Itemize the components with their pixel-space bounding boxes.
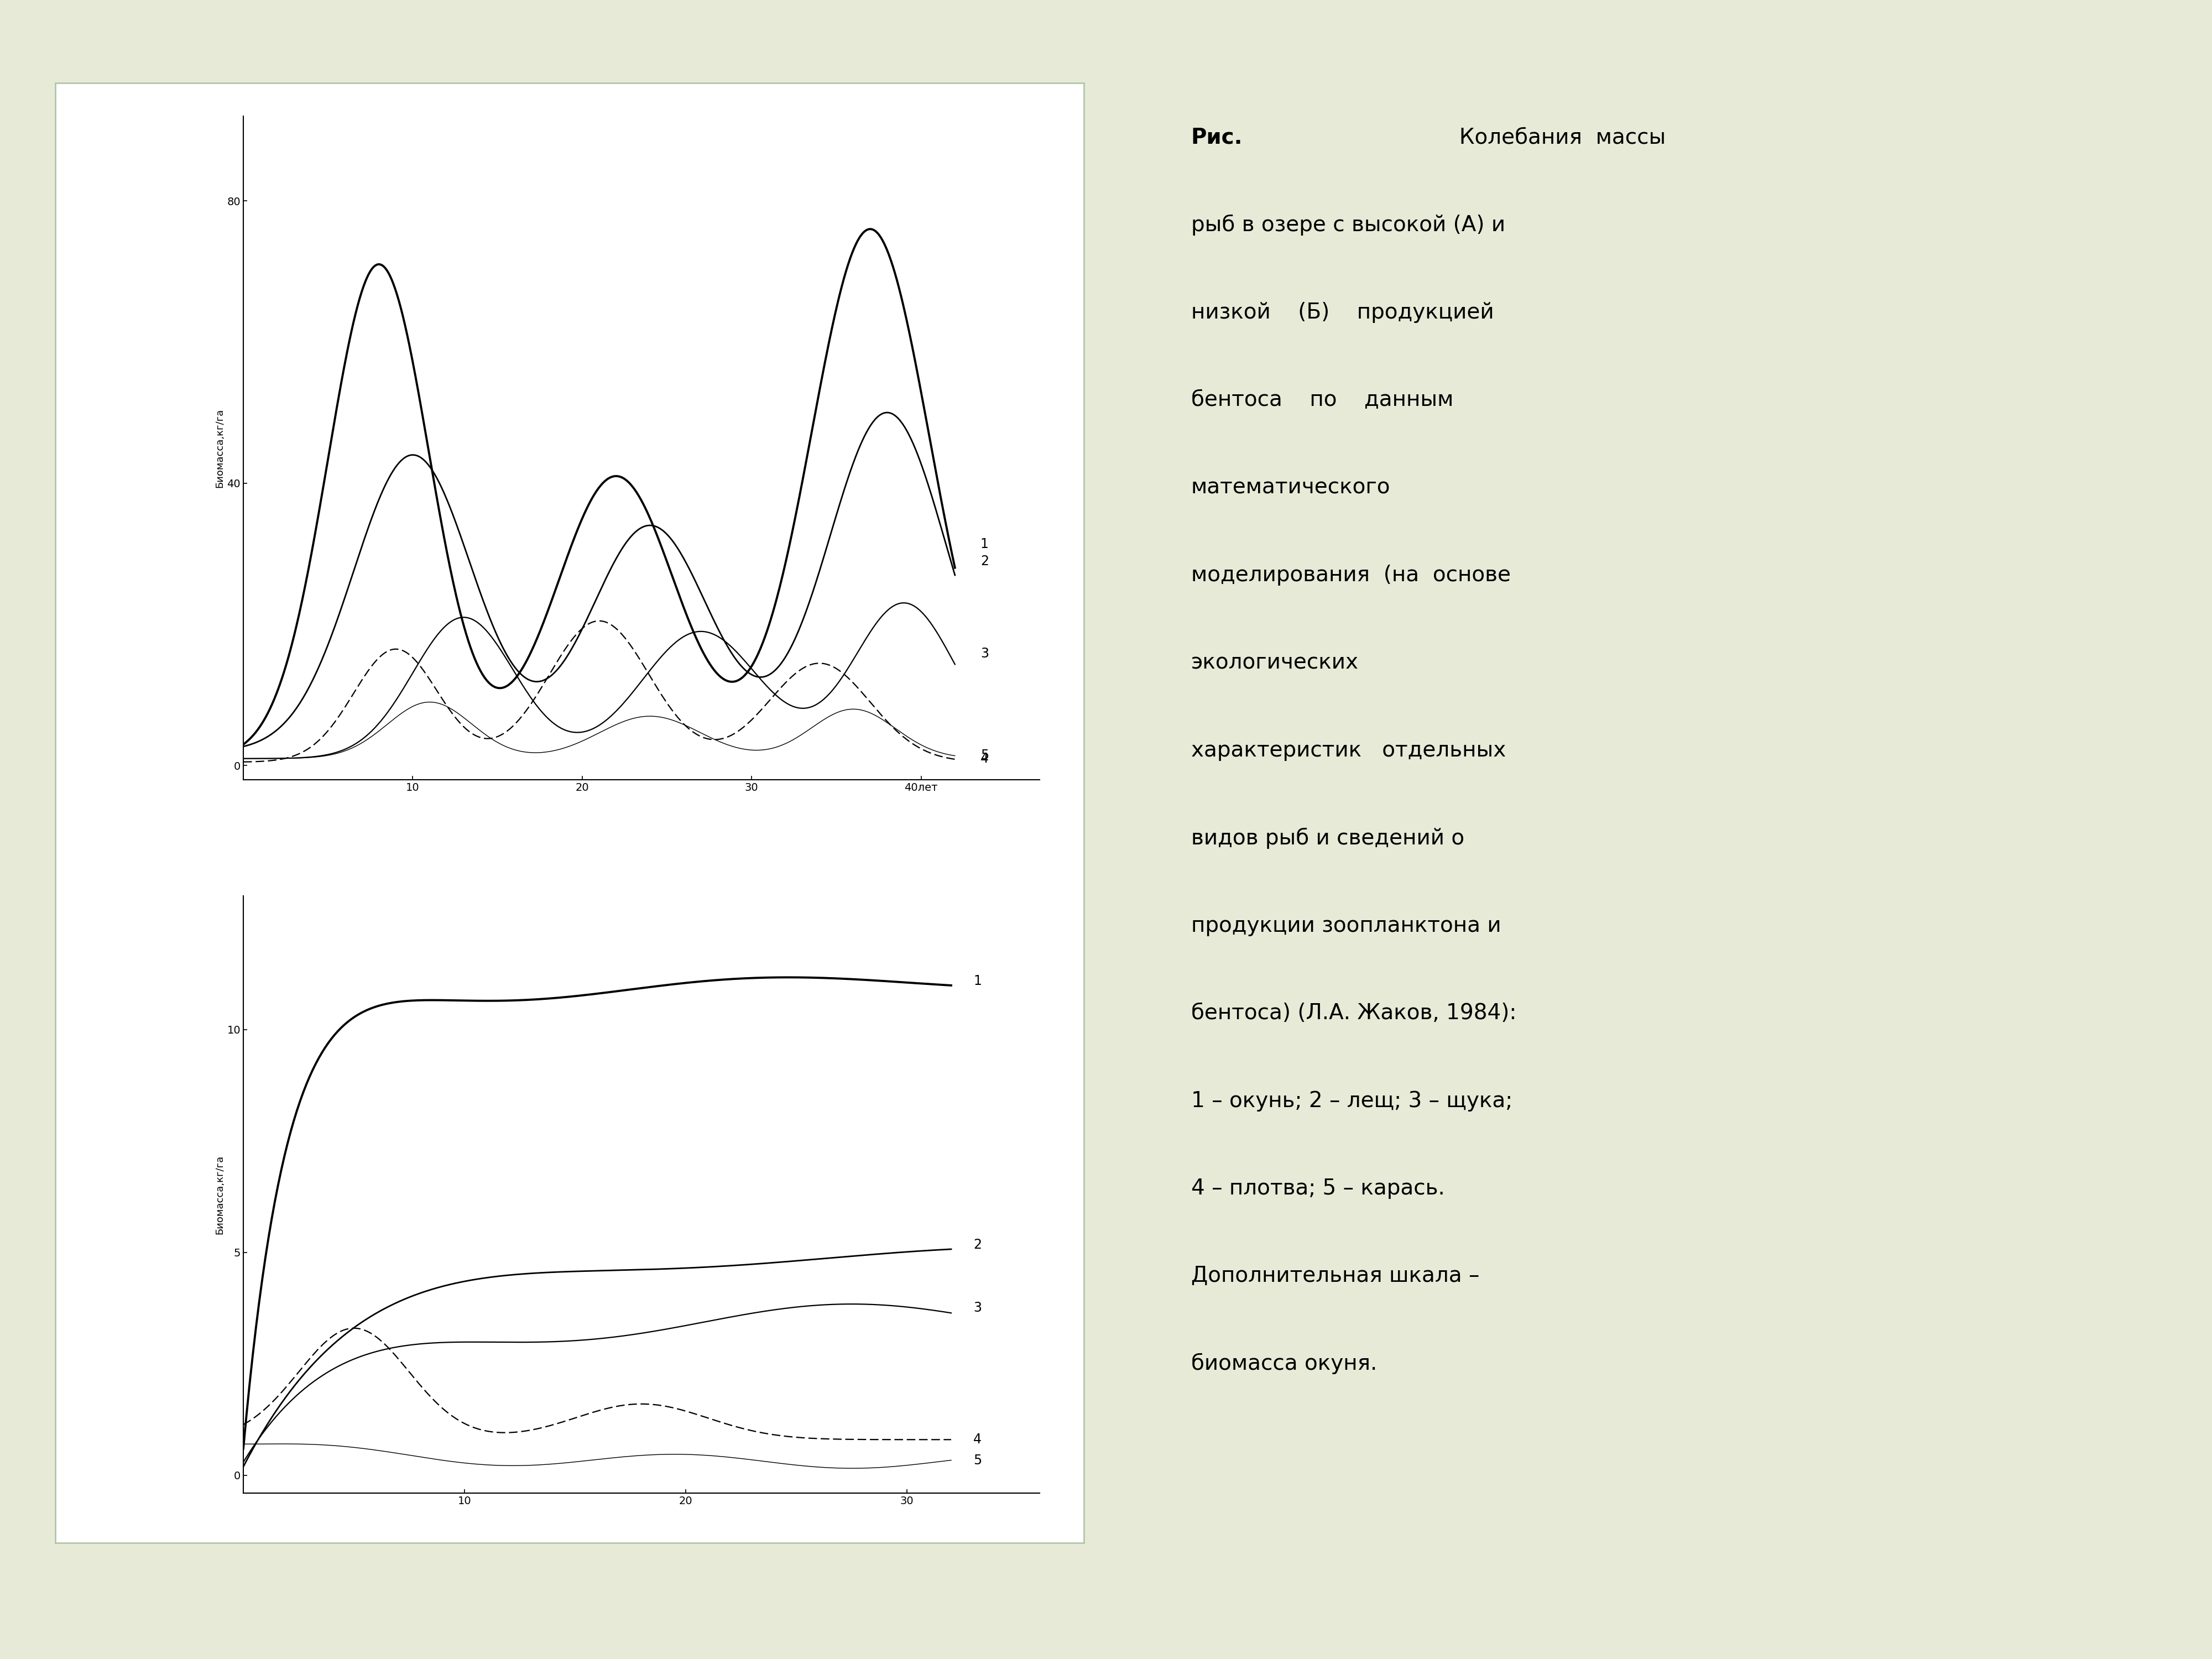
Text: 4 – плотва; 5 – карась.: 4 – плотва; 5 – карась. xyxy=(1190,1178,1444,1199)
Y-axis label: Биомасса,кг/га: Биомасса,кг/га xyxy=(215,1155,226,1234)
Text: 4: 4 xyxy=(980,752,989,765)
Text: Колебания  массы: Колебания массы xyxy=(1447,126,1666,148)
Text: экологических: экологических xyxy=(1190,652,1358,674)
Text: характеристик   отдельных: характеристик отдельных xyxy=(1190,740,1506,761)
Y-axis label: Биомасса,кг/га: Биомасса,кг/га xyxy=(215,408,226,488)
Text: 4: 4 xyxy=(973,1433,982,1447)
Text: видов рыб и сведений о: видов рыб и сведений о xyxy=(1190,828,1464,849)
Text: бентоса    по    данным: бентоса по данным xyxy=(1190,390,1453,410)
Text: 5: 5 xyxy=(980,748,989,761)
Text: Дополнительная шкала –: Дополнительная шкала – xyxy=(1190,1266,1480,1286)
Text: 3: 3 xyxy=(980,647,989,660)
Text: 2: 2 xyxy=(980,554,989,567)
Text: 2: 2 xyxy=(973,1238,982,1251)
Text: 1: 1 xyxy=(980,538,989,551)
Text: продукции зоопланктона и: продукции зоопланктона и xyxy=(1190,916,1502,936)
Text: 1: 1 xyxy=(973,974,982,987)
Text: низкой    (Б)    продукцией: низкой (Б) продукцией xyxy=(1190,302,1493,324)
Text: Рис.: Рис. xyxy=(1190,126,1243,148)
Text: 5: 5 xyxy=(973,1453,982,1467)
Text: математического: математического xyxy=(1190,478,1391,498)
Text: моделирования  (на  основе: моделирования (на основе xyxy=(1190,564,1511,586)
Text: 1 – окунь; 2 – лещ; 3 – щука;: 1 – окунь; 2 – лещ; 3 – щука; xyxy=(1190,1090,1513,1112)
Text: 3: 3 xyxy=(973,1301,982,1314)
Text: бентоса) (Л.А. Жаков, 1984):: бентоса) (Л.А. Жаков, 1984): xyxy=(1190,1002,1515,1024)
Text: рыб в озере с высокой (А) и: рыб в озере с высокой (А) и xyxy=(1190,214,1504,236)
Text: биомасса окуня.: биомасса окуня. xyxy=(1190,1354,1376,1374)
